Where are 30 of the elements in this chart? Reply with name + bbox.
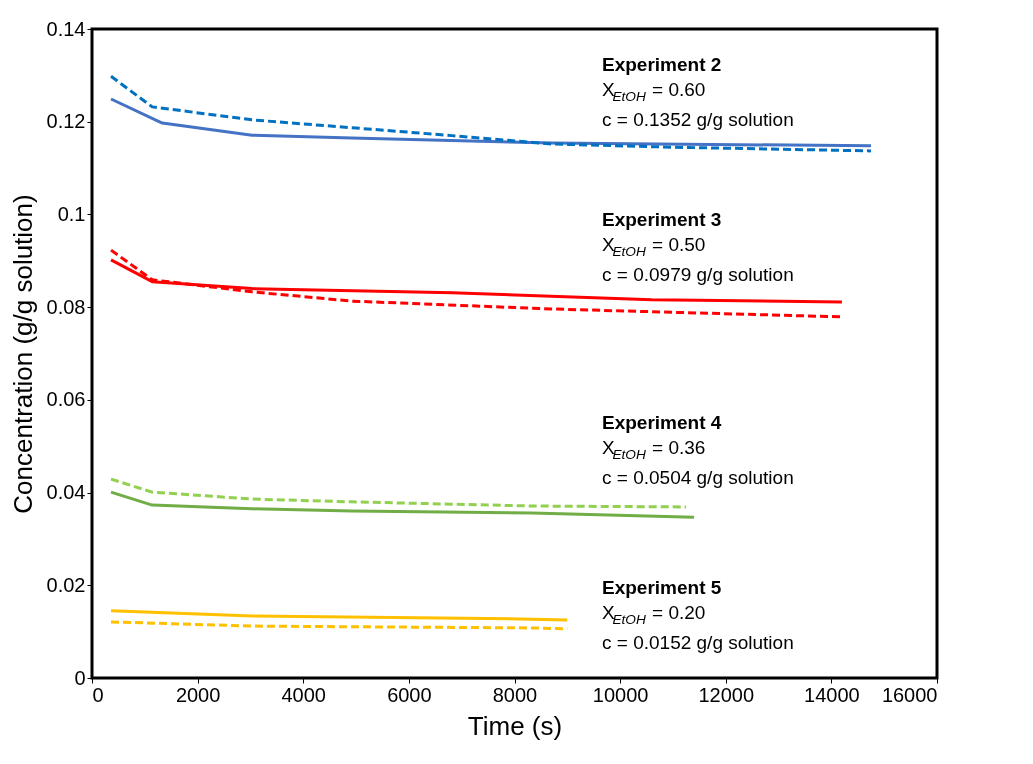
x-tick-label: 8000: [492, 683, 538, 706]
x-tick-label: 14000: [804, 683, 860, 706]
x-tick-label: 12000: [698, 683, 755, 706]
annotation: c = 0.1352 g/g solution: [602, 109, 794, 130]
x-axis-title: Time (s): [467, 710, 563, 741]
line-series: [109, 74, 873, 153]
y-tick-label: 0.06: [46, 388, 86, 411]
x-tick-label: 10000: [592, 683, 649, 706]
y-tick-label: 0: [74, 666, 86, 689]
annotation: c = 0.0152 g/g solution: [602, 632, 794, 653]
annotation: c = 0.0979 g/g solution: [602, 264, 794, 285]
x-tick-label: 16000: [881, 683, 938, 706]
y-tick-label: 0.12: [46, 110, 86, 133]
y-tick-label: 0.1: [57, 202, 86, 225]
x-tick-label: 4000: [281, 683, 326, 706]
y-axis-title: Concentration (g/g solution): [7, 194, 38, 514]
x-tick-label: 2000: [175, 683, 221, 706]
annotation: c = 0.0504 g/g solution: [602, 467, 794, 488]
annotation: Experiment 4: [602, 412, 722, 433]
y-tick-label: 0.14: [46, 17, 86, 40]
y-tick-label: 0.02: [46, 573, 86, 596]
x-tick-label: 0: [92, 683, 104, 706]
x-tick-label: 6000: [387, 683, 432, 706]
annotation: Experiment 3: [602, 209, 722, 230]
annotation: Experiment 5: [602, 577, 722, 598]
line-series: [109, 609, 569, 622]
y-tick-label: 0.08: [46, 295, 86, 318]
line-series: [109, 490, 696, 519]
annotation: Experiment 2: [602, 54, 722, 75]
y-tick-label: 0.04: [46, 481, 86, 504]
